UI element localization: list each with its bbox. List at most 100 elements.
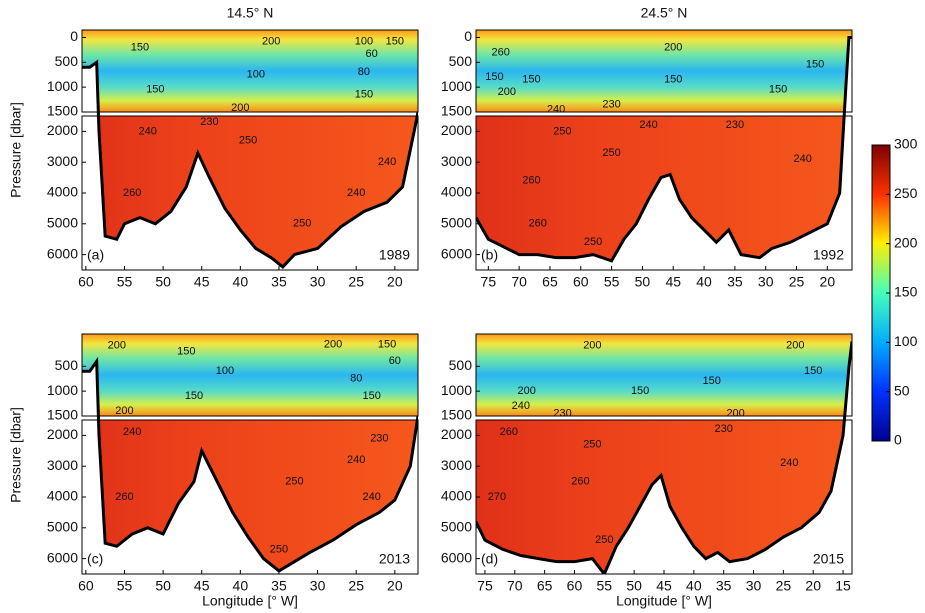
x-tick-label: 50	[155, 274, 171, 290]
x-tick-label: 75	[481, 274, 497, 290]
panel-label: (a)	[87, 247, 104, 263]
contour-label: 240	[639, 119, 657, 131]
y-tick-label: 2000	[47, 426, 78, 442]
contour-label: 250	[583, 439, 601, 451]
contour-label: 250	[602, 147, 620, 159]
x-tick-label: 40	[233, 578, 249, 594]
panel-year: 1992	[813, 247, 844, 263]
y-tick-label: 1000	[441, 382, 472, 398]
x-tick-label: 60	[567, 578, 583, 594]
y-tick-label: 1500	[441, 103, 472, 119]
contour-label: 240	[378, 156, 396, 168]
x-axis-label: Longitude [° W]	[202, 593, 298, 609]
contour-label: 230	[200, 116, 218, 128]
column-title: 14.5° N	[227, 5, 274, 21]
x-tick-label: 55	[117, 578, 133, 594]
panel-label: (d)	[481, 551, 498, 567]
x-tick-label: 55	[117, 274, 133, 290]
contour-label: 240	[138, 125, 156, 137]
x-tick-label: 20	[387, 578, 403, 594]
x-tick-label: 30	[758, 274, 774, 290]
x-tick-label: 70	[507, 578, 523, 594]
contour-label: 250	[239, 135, 257, 147]
axis-break	[476, 112, 852, 116]
contour-label: 150	[378, 338, 396, 350]
upper-field	[476, 30, 852, 112]
colorbar-tick-label: 200	[894, 234, 918, 250]
x-axis-label: Longitude [° W]	[616, 593, 712, 609]
contour-label: 240	[347, 187, 365, 199]
contour-label: 80	[350, 373, 362, 385]
contour-label: 150	[146, 84, 164, 96]
x-tick-label: 65	[537, 578, 553, 594]
y-tick-label: 5000	[47, 519, 78, 535]
panel: 260 200 150 150 150 150 150 200 240 230 250 240 230 2…	[476, 30, 852, 270]
contour-label: 200	[108, 339, 126, 351]
contour-label: 230	[602, 98, 620, 110]
x-tick-label: 45	[665, 274, 681, 290]
contour-label: 260	[571, 476, 589, 488]
x-tick-label: 40	[686, 578, 702, 594]
y-tick-label: 3000	[47, 153, 78, 169]
panel-frame	[81, 333, 419, 417]
x-tick-label: 30	[310, 578, 326, 594]
y-axis-label: Pressure [dbar]	[8, 102, 24, 198]
contour-label: 240	[780, 457, 798, 469]
y-tick-label: 1000	[47, 78, 78, 94]
x-tick-label: 60	[78, 274, 94, 290]
contour-label: 150	[703, 375, 721, 387]
contour-label: 250	[270, 543, 288, 555]
contour-label: 60	[389, 355, 401, 367]
y-tick-label: 1500	[47, 103, 78, 119]
x-tick-label: 55	[604, 274, 620, 290]
colorbar-tick-label: 300	[894, 136, 918, 152]
contour-label: 200	[664, 41, 682, 53]
y-tick-label: 4000	[47, 184, 78, 200]
x-tick-label: 50	[635, 274, 651, 290]
contour-label: 60	[366, 48, 378, 60]
axis-break	[82, 112, 418, 116]
y-axis-label: Pressure [dbar]	[8, 407, 24, 503]
contour-label: 240	[347, 454, 365, 466]
contour-label: 200	[786, 339, 804, 351]
y-tick-label: 500	[55, 53, 79, 69]
upper-field	[476, 334, 852, 416]
seafloor	[82, 59, 418, 269]
x-tick-label: 35	[716, 578, 732, 594]
contour-label: 200	[498, 86, 516, 98]
contour-label: 260	[500, 426, 518, 438]
contour-label: 100	[216, 365, 234, 377]
x-tick-label: 30	[746, 578, 762, 594]
contour-label: 200	[583, 339, 601, 351]
seafloor-mask	[476, 341, 852, 574]
contour-label: 80	[358, 66, 370, 78]
contour-label: 240	[512, 400, 530, 412]
y-tick-label: 2000	[47, 122, 78, 138]
x-tick-label: 25	[776, 578, 792, 594]
x-tick-label: 55	[597, 578, 613, 594]
y-tick-label: 1500	[441, 407, 472, 423]
x-tick-label: 20	[805, 578, 821, 594]
seafloor-mask	[82, 361, 418, 574]
contour-label: 150	[804, 365, 822, 377]
panel-frame	[81, 29, 419, 113]
contour-label: 250	[595, 534, 613, 546]
x-tick-label: 20	[820, 274, 836, 290]
y-tick-label: 3000	[47, 457, 78, 473]
y-tick-label: 1000	[441, 78, 472, 94]
x-tick-label: 35	[271, 274, 287, 290]
y-tick-label: 5000	[47, 215, 78, 231]
contour-label: 250	[553, 125, 571, 137]
x-tick-label: 15	[835, 578, 851, 594]
x-tick-label: 40	[696, 274, 712, 290]
contour-label: 150	[386, 35, 404, 47]
contour-label: 250	[584, 236, 602, 248]
contour-label: 200	[726, 407, 744, 419]
panel-frame	[475, 333, 853, 417]
contour-label: 230	[553, 407, 571, 419]
panel-year: 1989	[379, 247, 410, 263]
contour-label: 150	[355, 89, 373, 101]
contour-label: 100	[355, 35, 373, 47]
contour-label: 260	[522, 175, 540, 187]
y-tick-label: 6000	[441, 549, 472, 565]
